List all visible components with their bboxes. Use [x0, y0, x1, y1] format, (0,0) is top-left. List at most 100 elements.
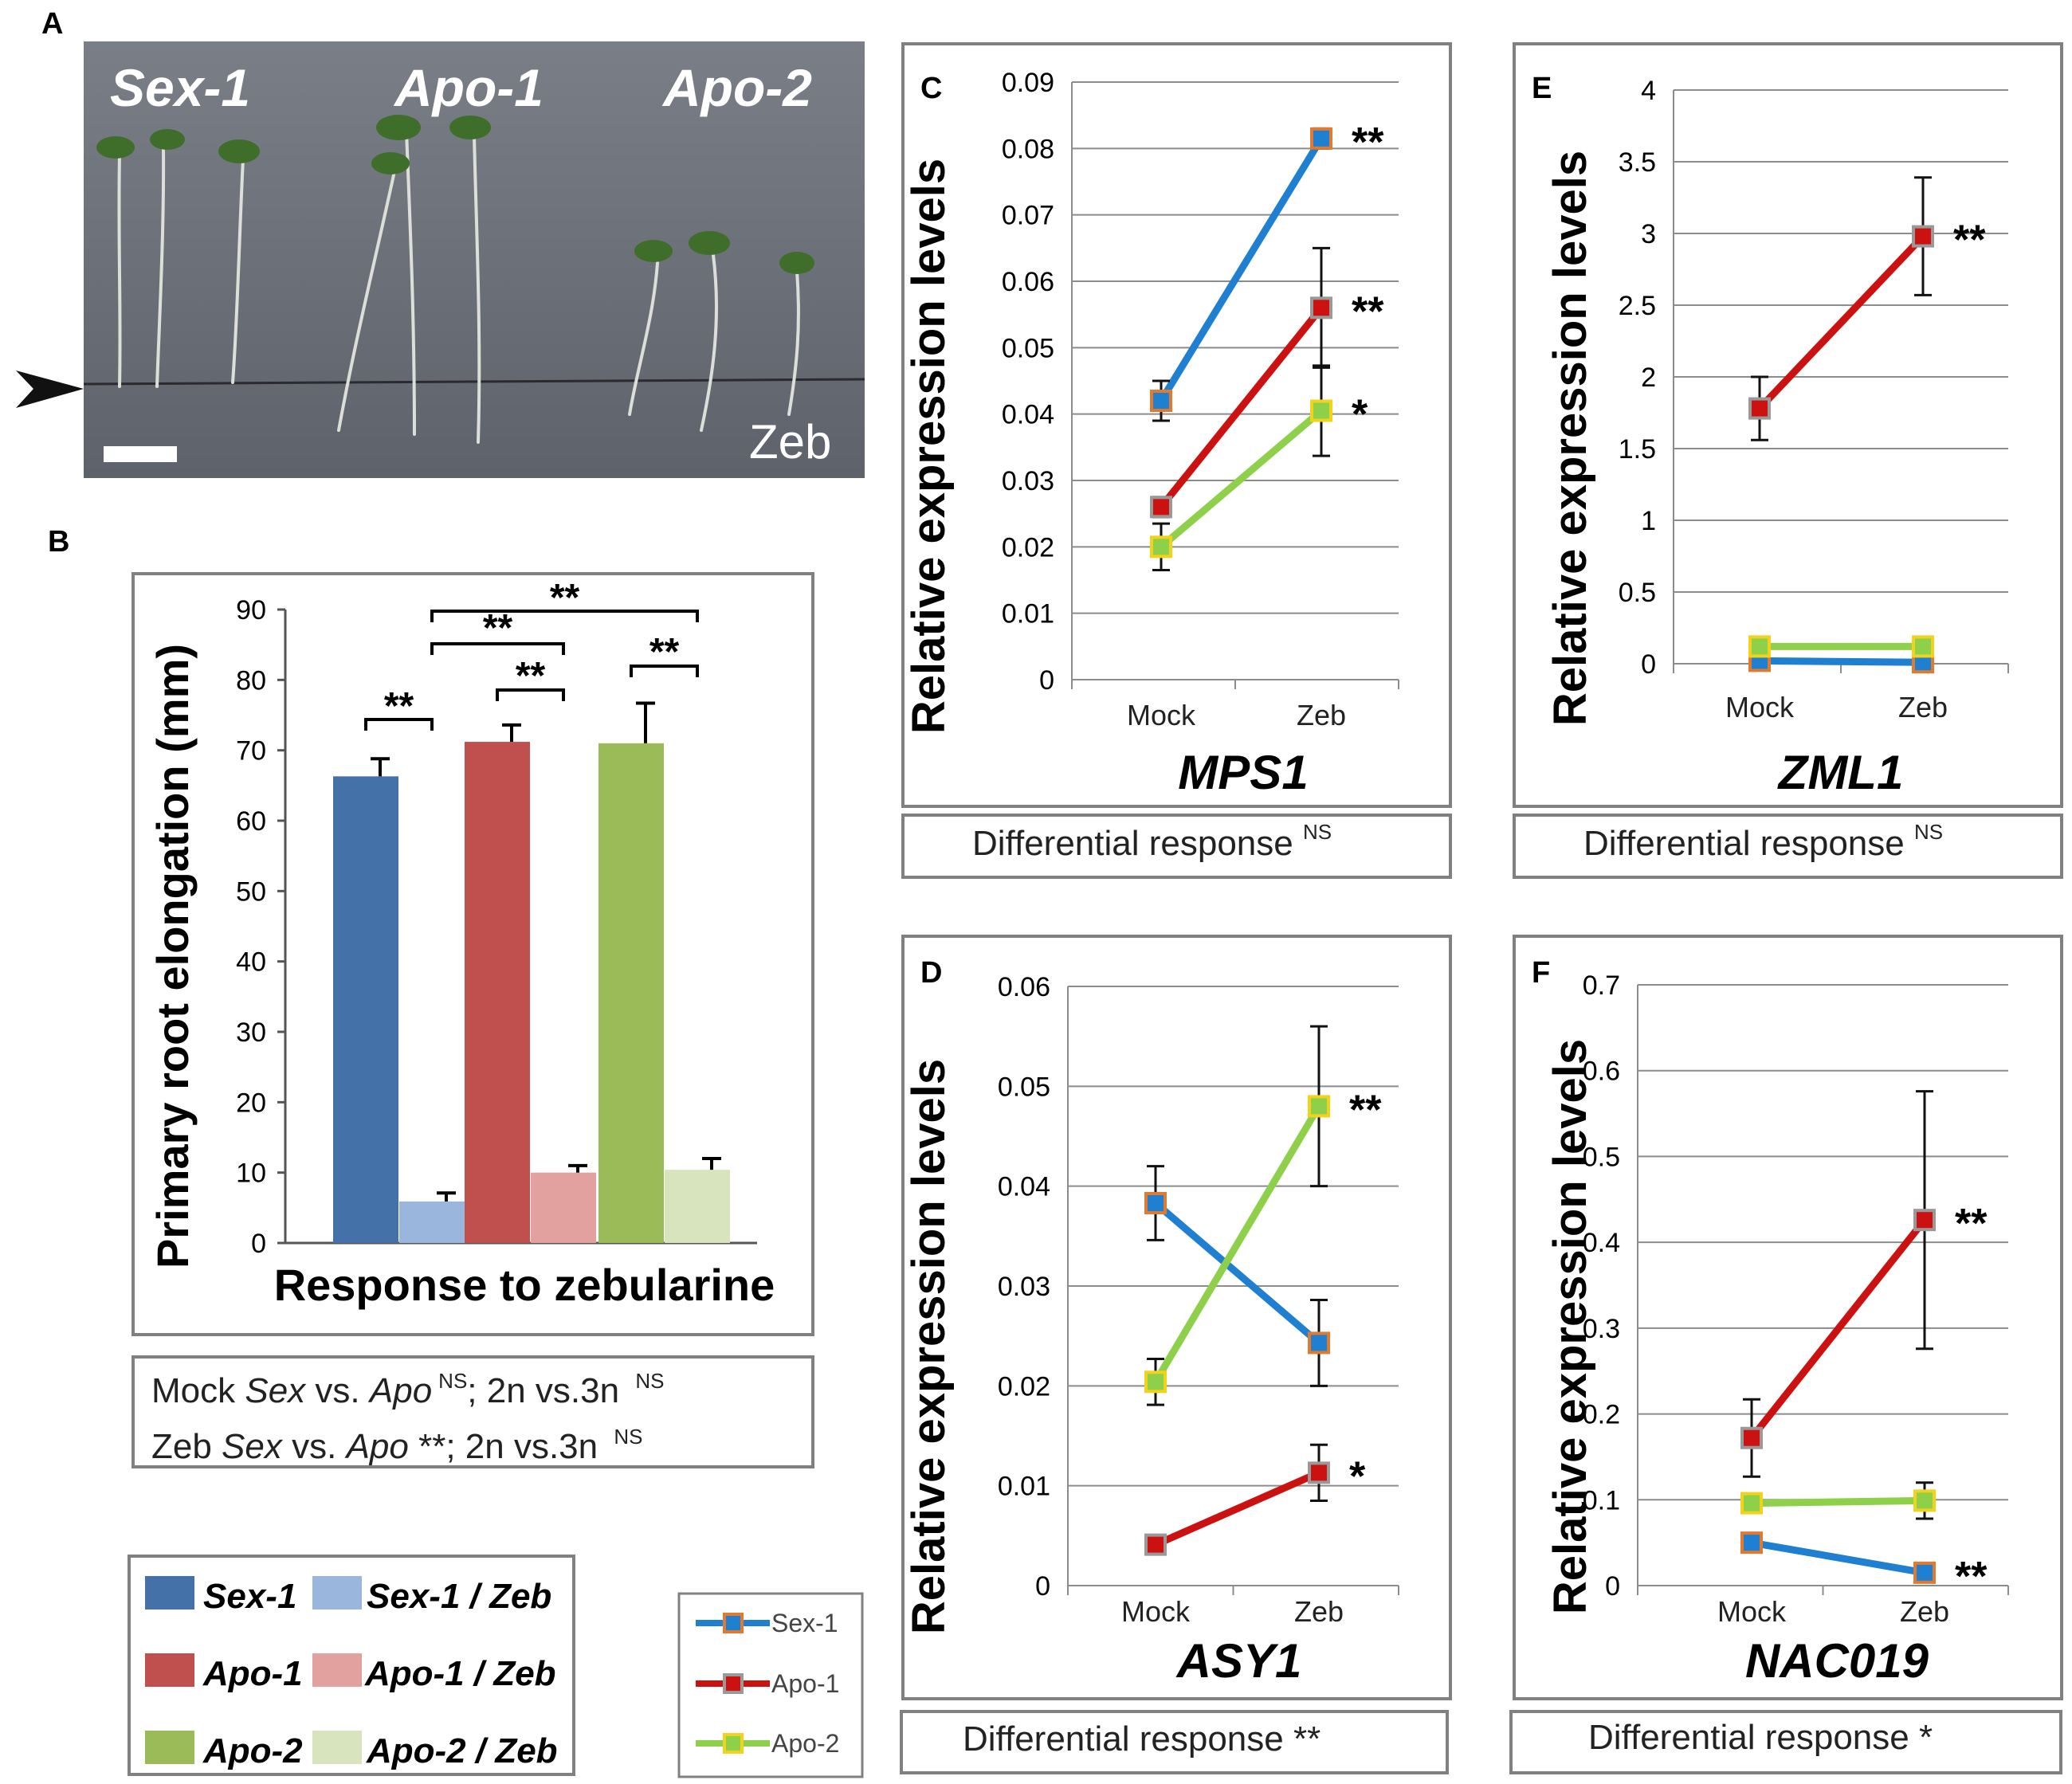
- significance-label: **: [483, 607, 513, 649]
- data-point-apo-2: [1913, 1489, 1936, 1512]
- significance-star: *: [1352, 392, 1368, 438]
- panel-frame: [901, 42, 1452, 808]
- x-tick-label: Mock: [1127, 699, 1196, 731]
- x-tick-label: Zeb: [1297, 699, 1346, 731]
- significance-label: **: [649, 631, 680, 673]
- bar-2: [465, 742, 530, 1243]
- bar-0: [333, 776, 398, 1243]
- significance-star: *: [1349, 1453, 1366, 1500]
- stats-line-zeb: Zeb Sex vs. Apo **; 2n vs.3n NS: [151, 1425, 642, 1466]
- y-tick-label: 0.01: [998, 1472, 1050, 1502]
- photo-label-sex1: Sex-1: [110, 58, 250, 117]
- panel-label-a: A: [41, 7, 63, 41]
- significance-star: **: [1955, 1201, 1988, 1247]
- panel-d: D 0 0.01 0.02 0.03 0.04 0.05 0.06 Mock Zeb Relativ…: [900, 935, 1452, 1774]
- y-tick-label: 0: [1605, 1571, 1620, 1602]
- significance-bracket: [496, 688, 565, 701]
- significance-label: **: [384, 685, 414, 727]
- panel-frame: [1513, 935, 2063, 1700]
- legend-label: Apo-2: [771, 1729, 839, 1758]
- stats-box: Mock Sex vs. Apo NS; 2n vs.3n NS Zeb Sex …: [131, 1355, 814, 1468]
- significance-label: **: [550, 577, 580, 619]
- data-point-apo-2: [1310, 399, 1332, 422]
- y-tick-label: 0.6: [1583, 1057, 1620, 1087]
- y-tick-label: 0: [1641, 649, 1656, 680]
- legend-swatch: [145, 1576, 194, 1610]
- x-tick-label: Mock: [1725, 691, 1795, 723]
- data-point-apo-1: [1913, 1209, 1936, 1232]
- significance-bracket: [430, 642, 565, 655]
- legend-label: Apo-2 / Zeb: [366, 1731, 558, 1770]
- y-tick-label: 0.2: [1583, 1400, 1620, 1430]
- series-line-apo-2: [1751, 1496, 1925, 1508]
- y-tick-label: 10: [236, 1159, 266, 1189]
- y-tick-label: 0: [1035, 1571, 1050, 1602]
- series-line-sex-1: [1759, 657, 1924, 666]
- footer-frame: [1509, 1710, 2062, 1774]
- series-line-apo-2: [1152, 1104, 1322, 1384]
- x-tick-label: Mock: [1121, 1595, 1191, 1628]
- y-tick-label: 4: [1641, 76, 1656, 106]
- y-tick-label: 0.08: [1002, 134, 1054, 164]
- footer-label: Differential response: [972, 824, 1303, 863]
- y-tick-label: 50: [236, 876, 266, 907]
- y-tick-label: 1.5: [1619, 434, 1656, 465]
- data-point-apo-2: [1748, 635, 1771, 658]
- y-tick-label: 0.5: [1583, 1142, 1620, 1172]
- significance-star: **: [1349, 1087, 1382, 1133]
- line-charts: C 0 0.01 0.02 0.03 0.04 0.05 0.06 0.07 0.08 0.09 Mo…: [900, 42, 2063, 1774]
- significance-star: **: [1352, 120, 1384, 166]
- series-line-apo-1: [1748, 1217, 1928, 1441]
- footer-significance: NS: [1914, 820, 1943, 844]
- data-point-sex-1: [1150, 390, 1172, 412]
- panel-b-frame: [131, 572, 814, 1336]
- line-legend: Sex-1 Apo-1 Apo-2: [677, 1592, 864, 1778]
- legend-swatch: [145, 1653, 194, 1687]
- panel-f: F 0 0.1 0.2 0.3 0.4 0.5 0.6 0.7 Mock Zeb Relative e…: [1509, 935, 2063, 1774]
- y-tick-label: 0.05: [1002, 333, 1054, 363]
- bar-4: [598, 743, 664, 1243]
- y-tick-label: 0.03: [998, 1272, 1050, 1302]
- y-tick-label: 60: [236, 806, 266, 837]
- footer-label: Differential response: [1588, 1718, 1919, 1757]
- y-tick-label: 0: [251, 1229, 266, 1259]
- data-point-apo-2: [1912, 635, 1934, 658]
- series-line-apo-1: [1158, 305, 1324, 510]
- differential-response-text: Differential response **: [963, 1719, 1321, 1759]
- x-tick-label: Zeb: [1898, 691, 1948, 723]
- y-tick-label: 0.06: [1002, 267, 1054, 297]
- panel-label-f: F: [1532, 956, 1550, 990]
- stats-line-mock: Mock Sex vs. Apo NS; 2n vs.3n NS: [151, 1369, 664, 1410]
- y-tick-label: 0.4: [1583, 1228, 1620, 1258]
- y-tick-label: 0.01: [1002, 599, 1054, 629]
- legend-label: Sex-1 / Zeb: [367, 1577, 551, 1616]
- data-point-apo-1: [1748, 397, 1771, 420]
- y-tick-label: 0: [1039, 665, 1054, 696]
- panel-label-b: B: [48, 525, 69, 559]
- footer-label: Differential response: [963, 1719, 1293, 1759]
- bar-1: [399, 1201, 465, 1243]
- y-axis-title: Relative expression levels: [1544, 1039, 1596, 1614]
- y-tick-label: 0.7: [1583, 970, 1620, 1001]
- y-tick-label: 40: [236, 947, 266, 978]
- legend-swatch: [312, 1653, 362, 1687]
- legend-swatch: [312, 1731, 362, 1764]
- data-point-sex-1: [1913, 1561, 1936, 1584]
- panel-e: E 0 0.5 1 1.5 2 2.5 3 3.5 4 Mock Zeb Relative expres…: [1513, 42, 2063, 879]
- y-tick-label: 3: [1641, 219, 1656, 249]
- legend-label: Sex-1: [771, 1609, 838, 1637]
- y-tick-label: 3.5: [1619, 147, 1656, 178]
- significance-bracket: [430, 610, 699, 622]
- chart-title: ZML1: [1777, 746, 1904, 799]
- bar-legend: Sex-1 Sex-1 / Zeb Apo-1 Apo-1 / Zeb Apo-2 Apo…: [128, 1555, 575, 1776]
- footer-frame: [1513, 814, 2063, 879]
- panel-c: C 0 0.01 0.02 0.03 0.04 0.05 0.06 0.07 0.08 0.09 Mo…: [901, 42, 1452, 879]
- y-axis-title: Relative expression levels: [903, 159, 955, 734]
- stats-box-frame: [131, 1355, 814, 1468]
- legend-label: Sex-1: [203, 1577, 296, 1616]
- legend-swatch: [312, 1576, 362, 1610]
- x-tick-label: Mock: [1717, 1595, 1787, 1628]
